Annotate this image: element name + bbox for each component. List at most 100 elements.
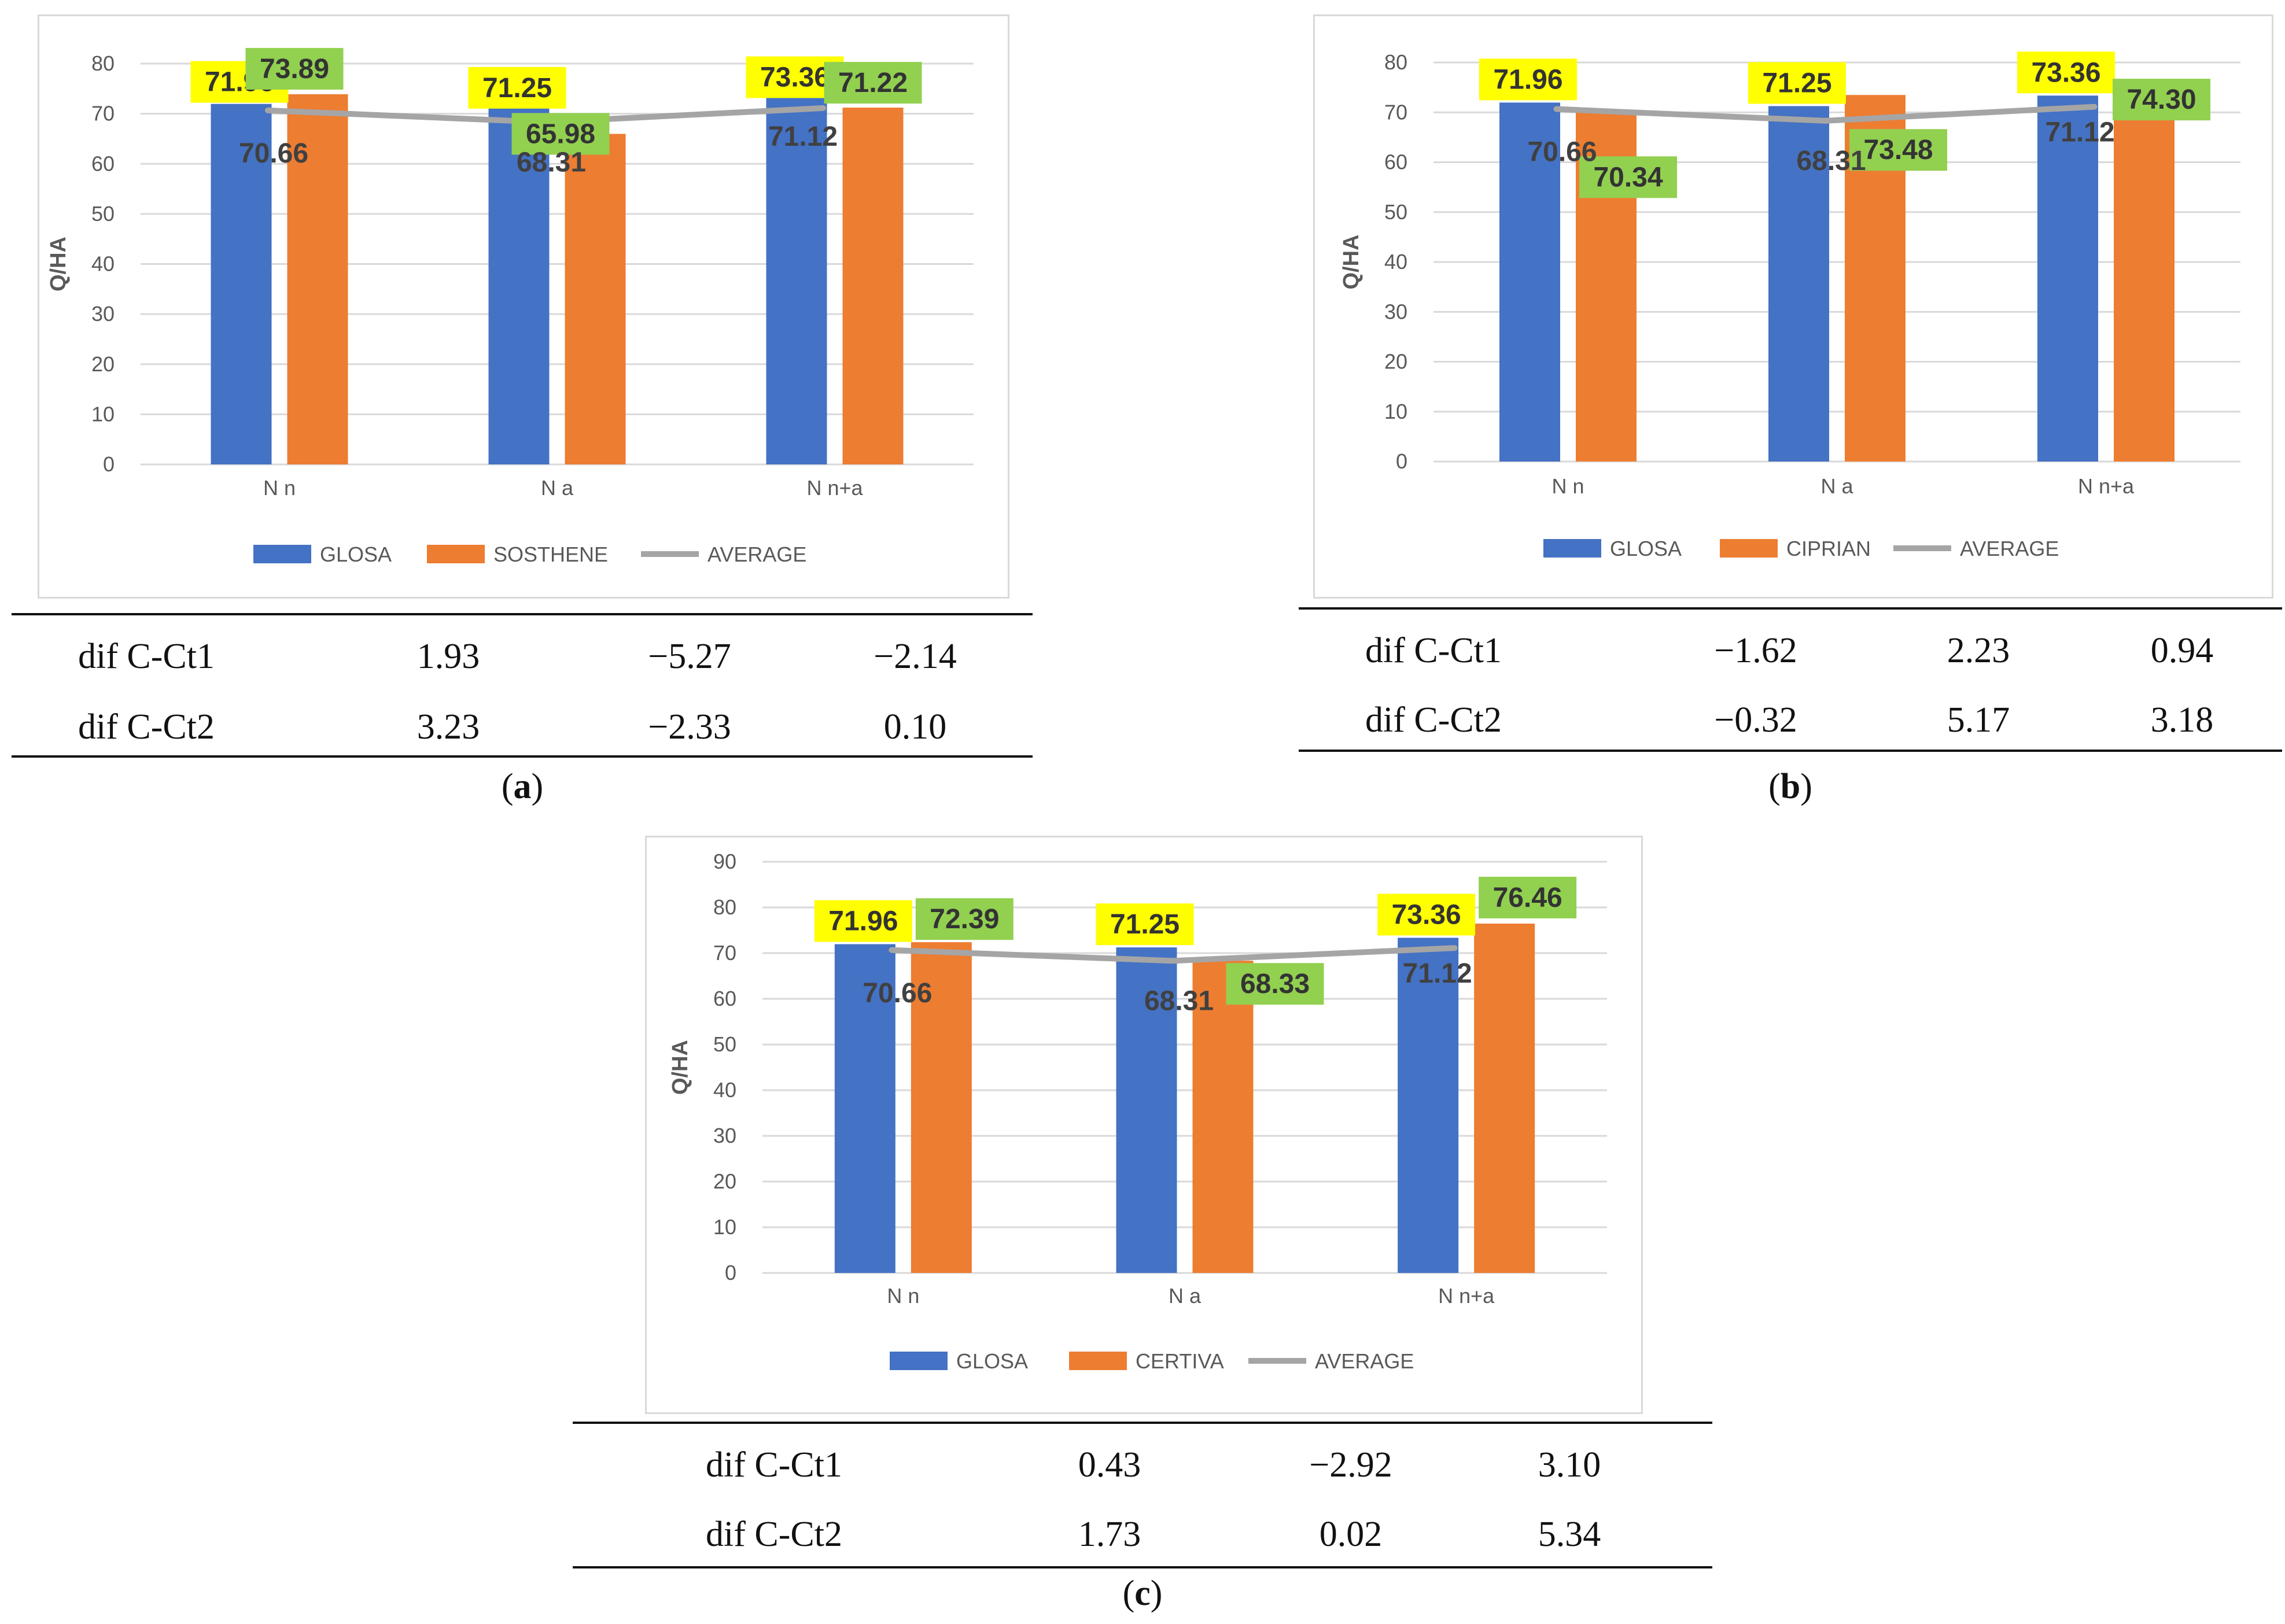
label-series2: 71.22 — [838, 68, 908, 98]
label-average: 70.66 — [1527, 137, 1597, 168]
table-c-row1-label: dif C-Ct1 — [706, 1445, 842, 1485]
label-series2-box — [1849, 129, 1947, 171]
average-line — [1553, 104, 2098, 124]
legend-swatch — [890, 1352, 948, 1370]
label-series1-box — [1479, 58, 1577, 101]
bar-series2 — [1474, 923, 1535, 1273]
table-c-row1-v1: 0.43 — [1078, 1445, 1141, 1485]
legend-label: GLOSA — [320, 542, 392, 566]
legend-swatch — [427, 545, 485, 563]
label-series2: 76.46 — [1493, 883, 1562, 913]
y-tick-label: 60 — [713, 987, 736, 1010]
label-series2-box — [824, 62, 922, 104]
y-tick-label: 50 — [91, 202, 115, 226]
label-average: 71.12 — [1403, 958, 1472, 989]
table-a-row1-v3: −2.14 — [874, 637, 957, 676]
y-tick-label: 10 — [713, 1215, 736, 1239]
table-a-row1-v1: 1.93 — [417, 637, 480, 676]
chart-c-frame: 0 10 20 30 40 50 60 70 80 90 Q/HA N n N a N n+a 71.96 7… — [645, 836, 1643, 1414]
legend-swatch — [1720, 539, 1778, 558]
label-series2: 73.89 — [260, 54, 329, 84]
y-tick-label: 80 — [713, 895, 736, 919]
legend-label: SOSTHENE — [493, 542, 608, 566]
legend-label: GLOSA — [1610, 537, 1682, 560]
table-b-row1-v2: 2.23 — [1947, 631, 2010, 670]
label-series2-box — [2113, 79, 2210, 121]
table-b-row2-v2: 5.17 — [1947, 700, 2010, 740]
table-c-row2-label: dif C-Ct2 — [706, 1515, 842, 1554]
bar-series2 — [911, 942, 972, 1273]
chart-b-frame: 0 10 20 30 40 50 60 70 80 Q/HA N n N a N n+a 71.96 70.… — [1313, 14, 2273, 599]
x-category-label: N a — [1169, 1284, 1202, 1308]
bar-series2 — [842, 108, 904, 464]
caption-a: (a) — [501, 767, 544, 806]
label-series1: 71.25 — [482, 73, 552, 104]
table-b-row2-label: dif C-Ct2 — [1365, 700, 1502, 740]
label-series2-box — [245, 47, 344, 90]
label-series2-box — [1579, 156, 1677, 198]
table-a-row2-v2: −2.33 — [648, 707, 731, 747]
y-tick-label: 70 — [1384, 100, 1407, 124]
table-b-row2-v3: 3.18 — [2150, 700, 2214, 740]
bar-series1 — [766, 97, 827, 465]
label-series1-box — [814, 900, 912, 942]
legend-label: AVERAGE — [1315, 1349, 1414, 1373]
legend-swatch — [1543, 539, 1601, 558]
label-series2: 72.39 — [930, 904, 999, 935]
diff-table-a: dif C-Ct1 1.93 −5.27 −2.14 dif C-Ct2 3.2… — [12, 613, 1033, 758]
average-line — [889, 945, 1458, 964]
label-series1-box — [468, 67, 566, 109]
table-a-row1-v2: −5.27 — [648, 637, 731, 676]
y-axis-label: Q/HA — [1339, 235, 1363, 290]
bar-series1 — [1768, 106, 1829, 462]
table-b-row1-label: dif C-Ct1 — [1365, 631, 1502, 670]
y-tick-label: 20 — [91, 352, 115, 376]
table-a-row2-v1: 3.23 — [417, 707, 480, 747]
y-axis-label: Q/HA — [668, 1040, 692, 1095]
label-average: 70.66 — [863, 978, 932, 1009]
legend-swatch — [253, 545, 311, 563]
label-series1: 71.25 — [1110, 909, 1180, 940]
y-tick-label: 80 — [91, 51, 115, 75]
label-average: 70.66 — [239, 138, 308, 169]
y-tick-label: 60 — [91, 152, 115, 175]
y-tick-label: 0 — [103, 452, 115, 476]
label-series2-box — [511, 113, 610, 155]
table-b-row1-v1: −1.62 — [1714, 631, 1797, 670]
caption-c: (c) — [1122, 1574, 1163, 1613]
caption-b: (b) — [1768, 767, 1812, 806]
bar-series1 — [2037, 95, 2098, 462]
label-series2: 68.33 — [1240, 969, 1310, 999]
label-average: 71.12 — [768, 121, 838, 152]
bar-series2 — [565, 134, 626, 465]
bar-series2 — [1192, 961, 1254, 1273]
chart-c: 0 10 20 30 40 50 60 70 80 90 Q/HA N n N a N n+a 71.96 7… — [668, 850, 1607, 1373]
bar-series1 — [1499, 102, 1560, 462]
bar-series1 — [1398, 938, 1459, 1273]
label-series1: 71.96 — [1493, 64, 1562, 95]
table-a-row1-label: dif C-Ct1 — [78, 637, 215, 676]
y-tick-label: 30 — [91, 302, 115, 326]
table-a-row2-v3: 0.10 — [883, 707, 947, 747]
label-average: 68.31 — [1796, 146, 1866, 176]
bar-series2 — [287, 94, 348, 465]
legend-swatch — [1069, 1352, 1127, 1370]
x-category-label: N n+a — [806, 476, 863, 500]
y-tick-label: 90 — [713, 850, 736, 873]
y-tick-label: 10 — [91, 402, 115, 426]
label-series2: 70.34 — [1593, 162, 1663, 193]
legend-label: AVERAGE — [1960, 537, 2059, 560]
label-series1: 71.25 — [1762, 68, 1831, 98]
x-category-label: N n — [1551, 474, 1584, 498]
table-c-row2-v3: 5.34 — [1538, 1515, 1601, 1554]
bar-series1 — [211, 104, 272, 465]
diff-table-c: dif C-Ct1 0.43 −2.92 3.10 dif C-Ct2 1.73… — [573, 1422, 1712, 1568]
y-tick-label: 30 — [713, 1124, 736, 1147]
y-tick-label: 50 — [713, 1032, 736, 1056]
label-series1-box — [1377, 894, 1476, 936]
table-c-row2-v2: 0.02 — [1319, 1515, 1383, 1554]
y-tick-label: 50 — [1384, 200, 1407, 224]
legend-label: CIPRIAN — [1786, 537, 1871, 560]
bar-series1 — [488, 107, 550, 464]
